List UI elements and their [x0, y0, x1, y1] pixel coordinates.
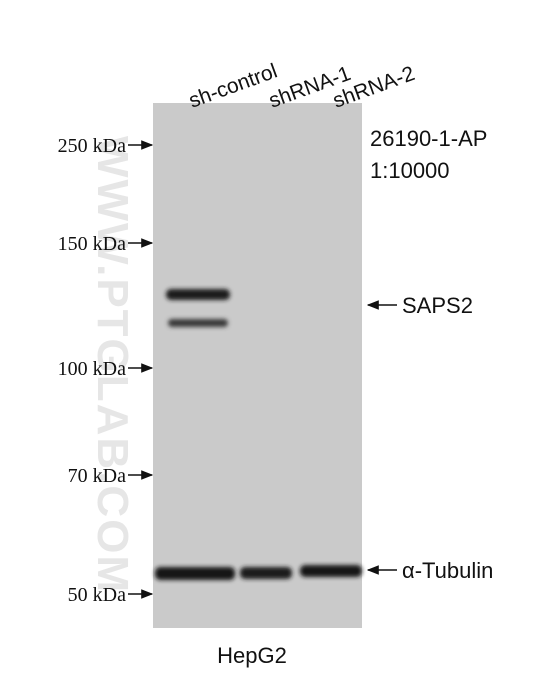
band-label: SAPS2 — [402, 293, 473, 318]
band — [155, 567, 235, 580]
band-label: α-Tubulin — [402, 558, 493, 583]
band — [300, 565, 362, 577]
antibody-catalog: 26190-1-AP — [370, 126, 487, 151]
saps2-bands — [166, 289, 230, 327]
marker-label: 150 kDa — [58, 233, 126, 255]
marker-label: 50 kDa — [68, 584, 126, 606]
watermark: WWW.PTGLAB.COM — [88, 136, 137, 594]
marker-label: 70 kDa — [68, 465, 126, 487]
antibody-dilution: 1:10000 — [370, 158, 450, 183]
markers: 250 kDa 150 kDa 100 kDa 70 kDa 50 kDa — [58, 135, 126, 606]
marker-label: 250 kDa — [58, 135, 126, 157]
band — [240, 567, 292, 579]
tubulin-bands — [155, 565, 362, 580]
band — [166, 289, 230, 300]
band — [168, 319, 228, 327]
marker-label: 100 kDa — [58, 358, 126, 380]
membrane — [153, 103, 362, 628]
sample-label: HepG2 — [217, 643, 287, 668]
marker-arrows — [128, 140, 154, 599]
